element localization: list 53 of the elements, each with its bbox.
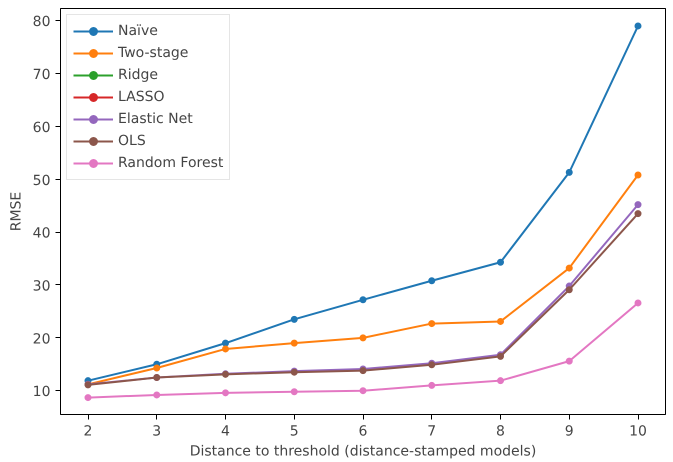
y-tick-label: 30 — [32, 278, 51, 294]
legend-label: Naïve — [118, 23, 158, 39]
point — [428, 382, 436, 389]
point — [566, 358, 573, 365]
legend-label: LASSO — [118, 89, 164, 105]
point — [360, 296, 366, 304]
y-tick-label: 60 — [32, 120, 51, 136]
x-tick-label: 10 — [629, 424, 647, 440]
y-tick-label: 50 — [32, 172, 51, 189]
point — [222, 389, 229, 396]
point — [497, 258, 504, 266]
y-tick-label: 80 — [32, 14, 51, 30]
point — [360, 387, 366, 394]
x-tick-label: 4 — [221, 424, 230, 440]
y-tick-label: 10 — [32, 384, 51, 400]
point — [84, 394, 92, 402]
legend-label: Elastic Net — [118, 111, 193, 127]
point — [360, 334, 366, 342]
x-tick-label: 7 — [427, 424, 436, 440]
point — [153, 391, 160, 398]
point — [566, 286, 573, 294]
legend-label: Two-stage — [118, 45, 188, 61]
legend-label: Ridge — [118, 67, 158, 83]
y-tick-label: 70 — [32, 67, 51, 84]
x-tick-label: 5 — [290, 424, 299, 440]
point — [290, 340, 298, 347]
point — [428, 320, 436, 328]
y-axis-title: RMSE — [8, 192, 25, 232]
point — [634, 22, 642, 30]
x-tick-label: 8 — [496, 424, 505, 440]
y-tick-label: 40 — [32, 226, 51, 242]
x-tick-label: 3 — [152, 424, 162, 440]
legend-label: OLS — [118, 133, 146, 149]
point — [497, 377, 504, 384]
point — [634, 299, 642, 306]
x-tick-label: 9 — [564, 424, 574, 440]
x-tick-label: 6 — [358, 424, 368, 440]
y-tick-label: 20 — [32, 331, 51, 348]
point — [634, 172, 642, 179]
x-tick-label: 2 — [84, 424, 92, 440]
point — [634, 201, 642, 208]
point — [566, 264, 573, 272]
point — [290, 388, 298, 396]
point — [428, 277, 436, 284]
point — [290, 316, 298, 323]
point — [153, 364, 160, 372]
point — [222, 340, 229, 347]
point — [222, 345, 229, 352]
x-axis-title: Distance to threshold (distance-stamped models) — [190, 444, 536, 460]
point — [566, 168, 573, 176]
point — [497, 318, 504, 325]
point — [634, 210, 642, 218]
legend-label: Random Forest — [118, 155, 224, 171]
